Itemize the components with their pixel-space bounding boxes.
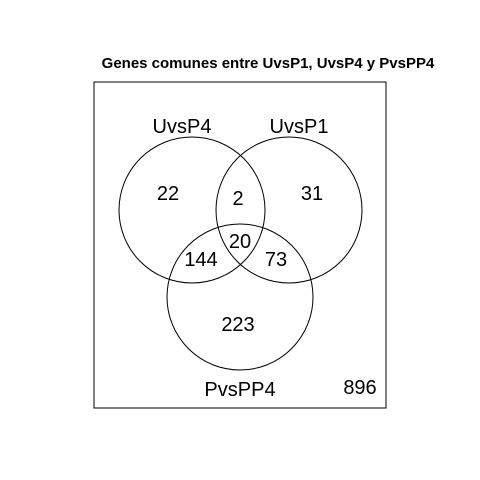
- count-none: 896: [343, 377, 376, 399]
- count-uvsp4-pvspp4: 144: [184, 249, 217, 271]
- uvsp1-label: UvsP1: [270, 116, 329, 138]
- count-uvsp1-only: 31: [301, 183, 323, 205]
- count-all-three: 20: [229, 231, 251, 253]
- count-uvsp4-only: 22: [157, 183, 179, 205]
- count-uvsp1-pvspp4: 73: [265, 249, 287, 271]
- pvspp4-label: PvsPP4: [204, 379, 275, 401]
- count-pvspp4-only: 223: [221, 314, 254, 336]
- diagram-title: Genes comunes entre UvsP1, UvsP4 y PvsPP…: [102, 55, 435, 72]
- pvspp4-circle: [166, 223, 314, 371]
- uvsp1-circle: [215, 136, 363, 284]
- uvsp4-circle: [118, 136, 266, 284]
- universe-frame: [93, 81, 387, 409]
- uvsp4-label: UvsP4: [153, 116, 212, 138]
- count-uvsp4-uvsp1: 2: [232, 188, 243, 210]
